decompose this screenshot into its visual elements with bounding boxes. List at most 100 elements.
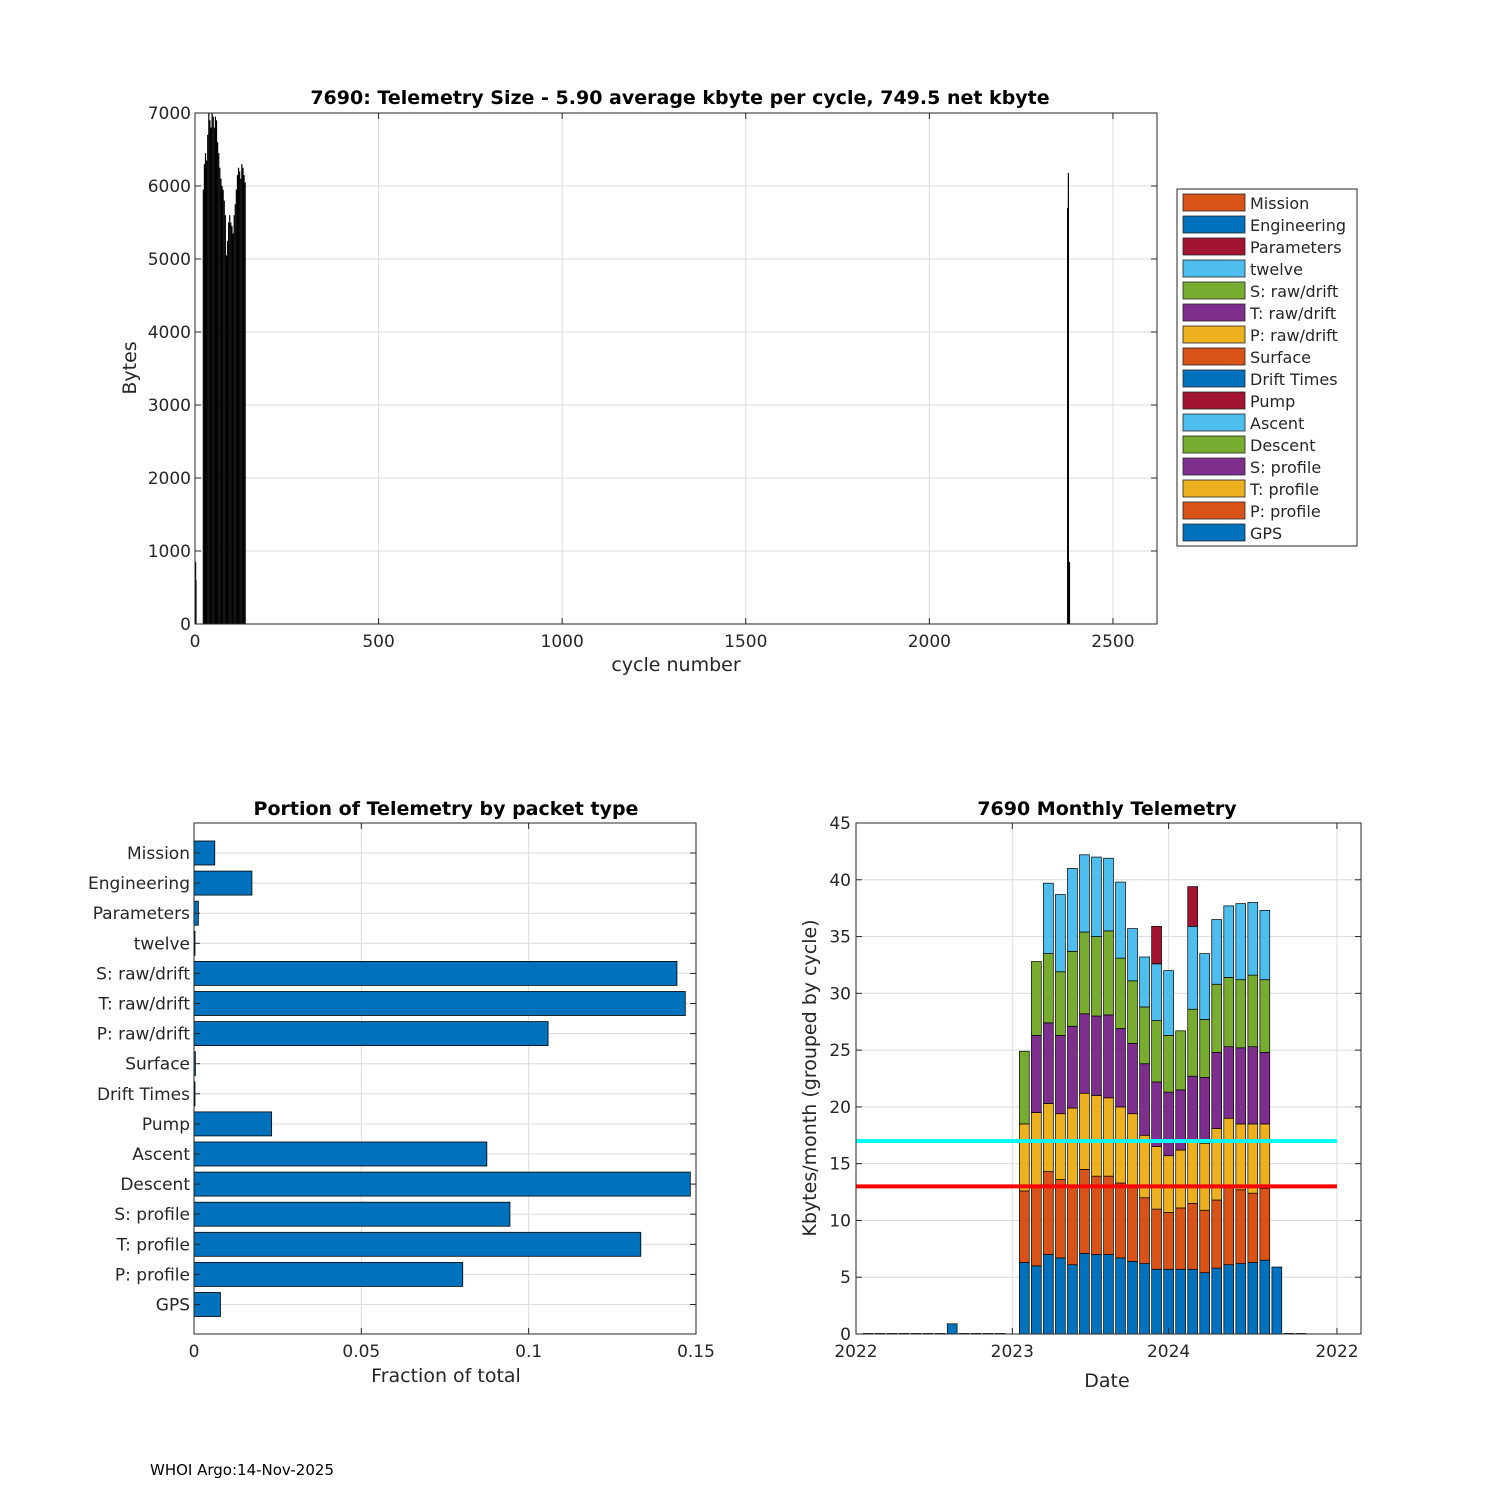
legend-swatch — [1182, 391, 1246, 410]
bar — [236, 175, 239, 625]
bar — [207, 134, 209, 624]
y-tick-label: 40 — [829, 871, 851, 891]
bar-segment — [1211, 1199, 1222, 1269]
legend-swatch — [1182, 281, 1246, 300]
portion-chart: 0 0.05 0.1 0.15 Mission Engineering Parameter… — [88, 798, 715, 1387]
bar — [202, 189, 204, 624]
bar-segment — [1031, 1034, 1042, 1113]
bar-segment — [1211, 919, 1222, 985]
bar-segment — [1151, 1081, 1162, 1147]
legend-swatch — [1182, 435, 1246, 454]
telemetry-size-chart: 0 500 1000 1500 2000 2500 0 1000 2000 3000 4000 50… — [119, 87, 1158, 676]
bar-segment — [1163, 1155, 1174, 1213]
category-label: GPS — [156, 1296, 190, 1316]
bar-segment — [1019, 1190, 1030, 1263]
bar — [193, 1201, 511, 1227]
x-tick-label: 2022 — [834, 1342, 877, 1362]
bar — [232, 233, 234, 624]
bar-segment — [1187, 1140, 1198, 1204]
y-tick-label: 0 — [180, 615, 191, 635]
bar — [220, 178, 222, 624]
bar — [218, 153, 220, 624]
x-tick-label: 0 — [190, 632, 201, 652]
bar-segment — [1091, 856, 1102, 937]
category-label: Engineering — [88, 874, 190, 894]
x-tick-label: 2500 — [1091, 632, 1134, 652]
legend-entry: Ascent — [1250, 414, 1304, 433]
legend-swatch — [1182, 215, 1246, 234]
legend-entry: T: profile — [1249, 480, 1319, 499]
bar-segment — [1043, 882, 1054, 954]
y-tick-label: 35 — [829, 928, 851, 948]
bar — [240, 178, 242, 624]
bar — [223, 200, 225, 624]
bar-segment — [1067, 1025, 1078, 1109]
bar-segment — [1067, 1107, 1078, 1187]
bar — [204, 153, 207, 624]
bar-segment — [1139, 1197, 1150, 1264]
bar — [1068, 561, 1071, 624]
bar-segment — [1235, 979, 1247, 1049]
bar — [193, 1262, 464, 1287]
bar-segment — [1043, 1171, 1054, 1255]
bar — [222, 189, 224, 624]
bar-segment — [1187, 1268, 1198, 1335]
x-ticks: 0 500 1000 1500 2000 2500 — [190, 113, 1135, 652]
bar-segment — [1163, 1268, 1174, 1335]
bar — [215, 120, 218, 625]
legend-entry: GPS — [1250, 524, 1282, 543]
category-label: Surface — [125, 1055, 190, 1075]
y-tick-label: 10 — [829, 1211, 851, 1231]
x-tick-label: 0.05 — [342, 1342, 380, 1362]
axes-box — [193, 822, 697, 1335]
bar-segment — [1163, 1212, 1174, 1270]
y-tick-label: 4000 — [148, 323, 191, 343]
legend-swatch — [1182, 259, 1246, 278]
y-ticks: 0 1000 2000 3000 4000 5000 6000 7000 — [148, 104, 1157, 635]
bar — [213, 127, 215, 624]
bar-segment — [1079, 1092, 1090, 1170]
bar-segment — [1043, 1103, 1054, 1172]
bar-segment — [1127, 1187, 1138, 1262]
bar-segment — [1211, 983, 1222, 1053]
category-label: Parameters — [93, 904, 190, 924]
bar — [221, 186, 223, 624]
bar-segment — [1067, 1186, 1078, 1266]
bar-segment — [1235, 1189, 1247, 1264]
bar-segment — [1019, 1262, 1030, 1335]
bar — [195, 580, 197, 624]
x-tick-label: 2023 — [991, 1342, 1034, 1362]
bar-segment — [1247, 1262, 1259, 1335]
x-tick-label: 500 — [362, 632, 394, 652]
bar-segment — [1259, 910, 1271, 981]
legend-swatch — [1182, 413, 1246, 432]
bar-segment — [1055, 1257, 1066, 1335]
legend-swatch — [1182, 523, 1246, 542]
bar-segment — [1055, 894, 1066, 973]
bar-segment — [1151, 1020, 1162, 1083]
legend-swatch — [1182, 193, 1246, 212]
bar — [233, 215, 235, 624]
legend-entry: Drift Times — [1250, 370, 1338, 389]
bar-segment — [1235, 1263, 1247, 1335]
bar-segment — [1163, 1034, 1174, 1093]
bar-segment — [1079, 1168, 1090, 1254]
legend-swatch — [1182, 369, 1246, 388]
bar — [224, 215, 226, 624]
legend-swatch — [1182, 501, 1246, 520]
bar-segment — [1235, 1047, 1247, 1125]
y-tick-label: 45 — [829, 814, 851, 834]
bar-segment — [1223, 1046, 1235, 1119]
category-label: P: raw/drift — [97, 1025, 191, 1045]
legend-swatch — [1182, 457, 1246, 476]
y-tick-label: 6000 — [148, 177, 191, 197]
bar-segment — [1247, 1192, 1259, 1263]
bar — [1067, 207, 1069, 624]
y-axis-label: Kbytes/month (grouped by cycle) — [799, 919, 821, 1236]
bar-segment — [1067, 950, 1078, 1027]
legend: Mission Engineering Parameters twelve S: raw… — [1176, 188, 1358, 547]
category-label: S: raw/drift — [96, 964, 190, 984]
bar-segment — [1223, 905, 1235, 978]
bar-segment — [1115, 881, 1126, 959]
category-label: Drift Times — [97, 1085, 190, 1105]
